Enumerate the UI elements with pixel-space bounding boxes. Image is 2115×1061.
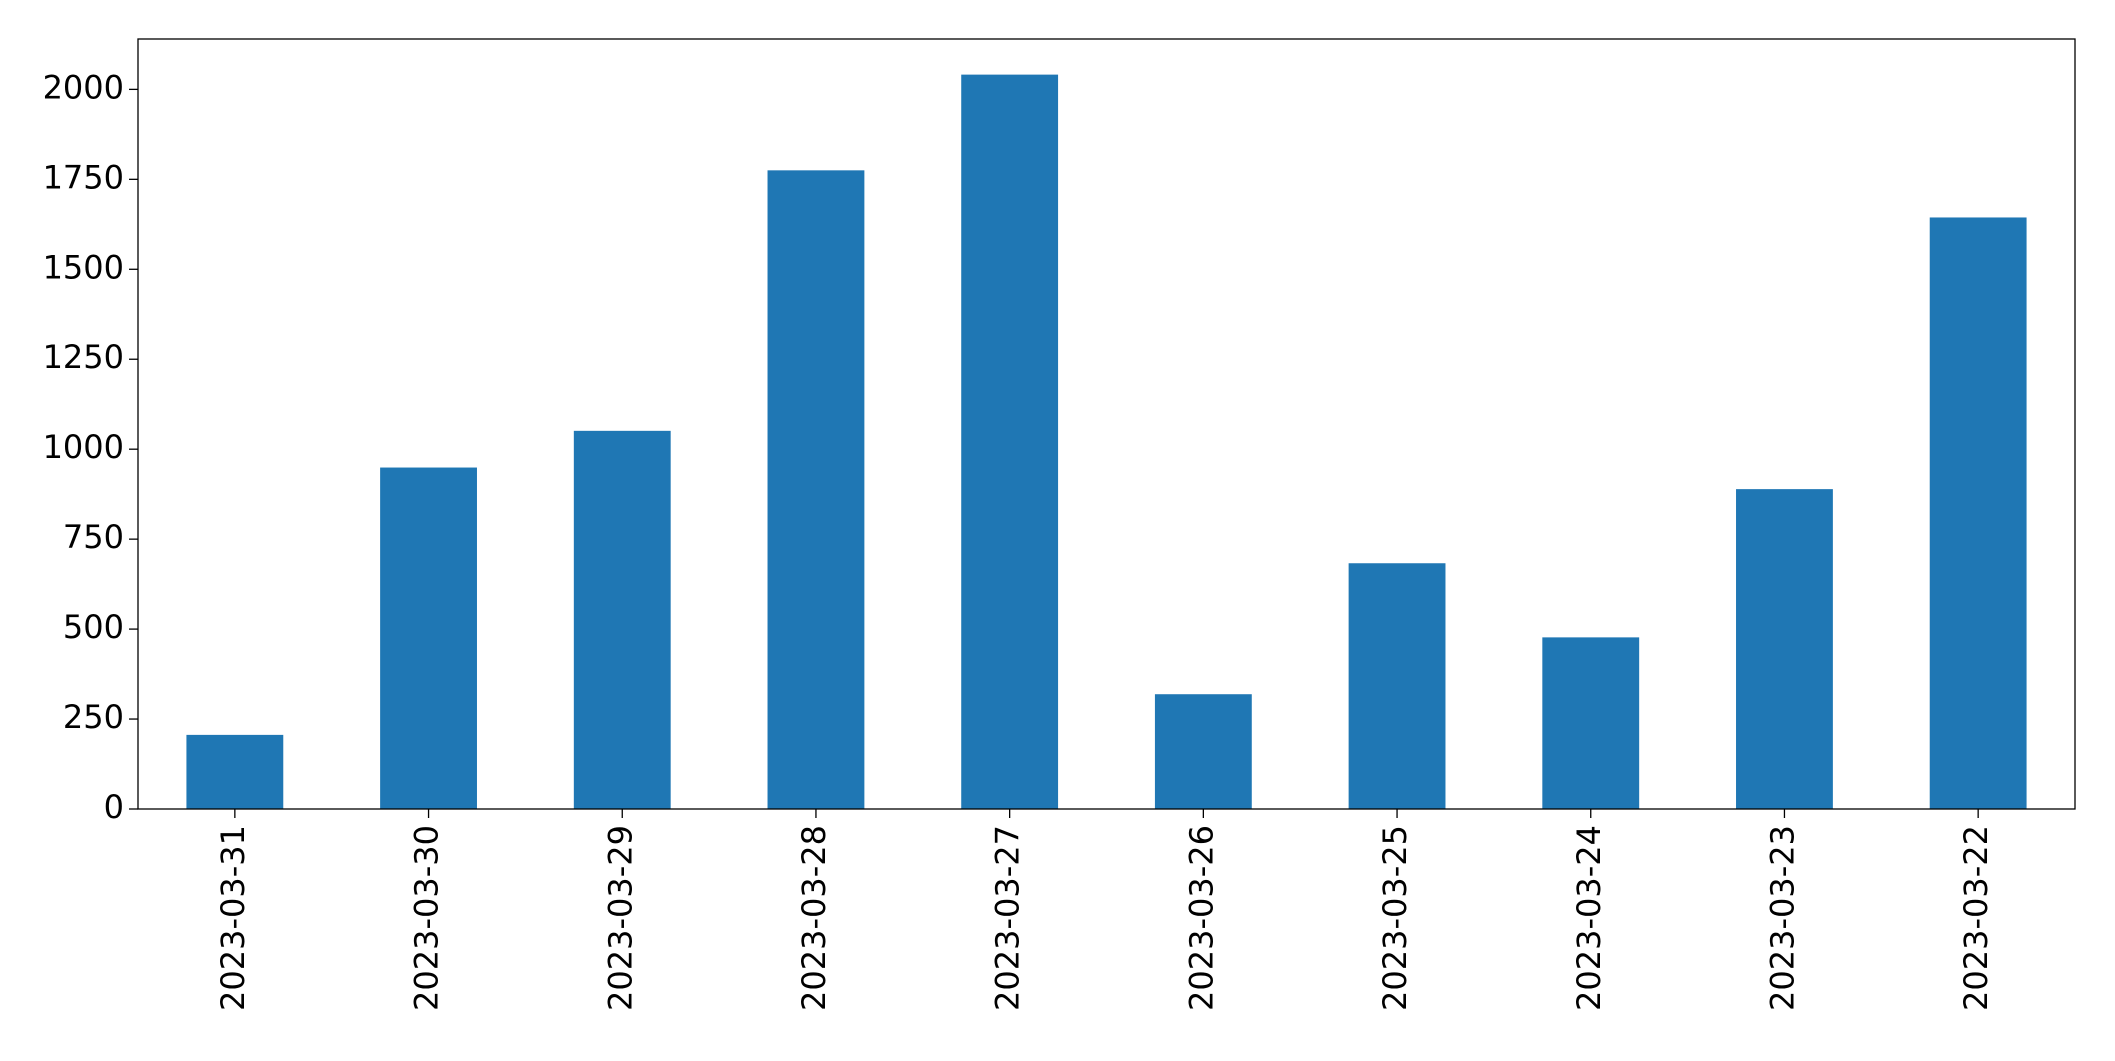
bar	[1348, 563, 1446, 809]
bar	[961, 74, 1059, 809]
bar	[767, 170, 865, 809]
x-tick-label: 2023-03-28	[795, 825, 833, 1011]
y-tick-label: 500	[63, 608, 124, 646]
y-tick-label: 1000	[43, 428, 124, 466]
bar	[186, 734, 284, 809]
x-tick-label: 2023-03-25	[1376, 825, 1414, 1011]
bar	[1154, 694, 1252, 809]
x-tick-label: 2023-03-29	[601, 825, 639, 1011]
bar	[380, 467, 477, 809]
bar	[1542, 637, 1640, 809]
x-tick-label: 2023-03-31	[214, 825, 252, 1011]
y-tick-label: 1250	[43, 338, 124, 376]
y-tick-label: 750	[63, 518, 124, 556]
plot-frame	[137, 38, 2076, 810]
x-tick-label: 2023-03-26	[1182, 825, 1220, 1011]
y-tick-label: 2000	[43, 68, 124, 106]
bar	[1929, 217, 2027, 809]
bar	[573, 430, 671, 809]
x-tick-label: 2023-03-27	[989, 825, 1027, 1011]
y-tick-label: 0	[104, 788, 124, 826]
y-tick-label: 1750	[43, 158, 124, 196]
x-tick-label: 2023-03-22	[1957, 825, 1995, 1011]
bar	[1736, 489, 1833, 809]
x-tick-label: 2023-03-23	[1763, 825, 1801, 1011]
x-tick-label: 2023-03-24	[1570, 825, 1608, 1011]
x-tick-label: 2023-03-30	[408, 825, 446, 1011]
y-tick-label: 250	[63, 698, 124, 736]
y-tick-label: 1500	[43, 248, 124, 286]
